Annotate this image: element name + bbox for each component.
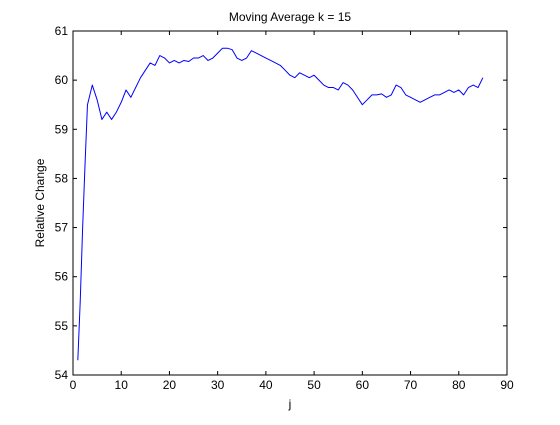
x-tick-label: 10 — [115, 378, 129, 392]
x-tick-label: 30 — [211, 378, 225, 392]
x-axis-label: j — [288, 397, 292, 411]
y-tick-label: 55 — [55, 319, 69, 333]
x-tick-label: 90 — [500, 378, 514, 392]
x-tick-label: 60 — [356, 378, 370, 392]
x-tick-label: 50 — [307, 378, 321, 392]
y-axis-label: Relative Change — [33, 158, 47, 247]
x-tick-label: 20 — [163, 378, 177, 392]
x-tick-label: 0 — [70, 378, 77, 392]
y-tick-label: 54 — [55, 368, 69, 382]
y-tick-label: 61 — [55, 24, 69, 38]
y-tick-label: 56 — [55, 270, 69, 284]
y-tick-label: 58 — [55, 171, 69, 185]
y-tick-label: 59 — [55, 122, 69, 136]
y-tick-label: 57 — [55, 221, 69, 235]
x-tick-label: 80 — [452, 378, 466, 392]
chart-title: Moving Average k = 15 — [229, 10, 352, 24]
x-tick-label: 70 — [404, 378, 418, 392]
x-tick-label: 40 — [259, 378, 273, 392]
y-tick-label: 60 — [55, 73, 69, 87]
